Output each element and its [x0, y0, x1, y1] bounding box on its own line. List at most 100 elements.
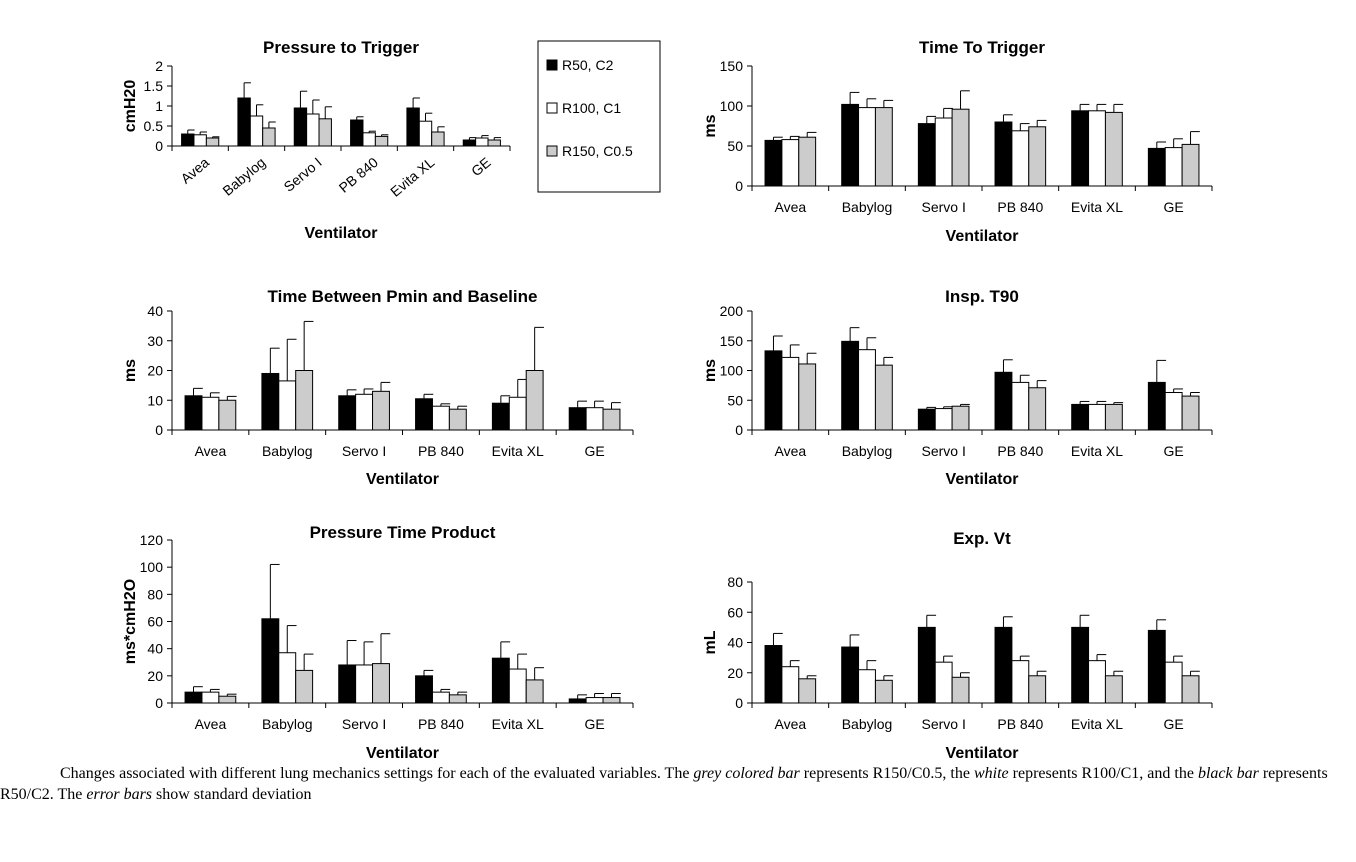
- bar: [448, 694, 467, 704]
- bar: [1181, 675, 1200, 704]
- x-tick-label: Servo I: [342, 716, 386, 732]
- x-tick-label: Babylog: [262, 716, 313, 732]
- y-tick-label: 0: [735, 422, 743, 438]
- bar: [1164, 392, 1183, 431]
- y-tick-label: 1.5: [144, 78, 164, 94]
- bar: [874, 107, 893, 187]
- chart-panel: Pressure Time Product 0 20 40 60 80 100 120 Avea…: [122, 523, 634, 760]
- bar: [201, 691, 220, 704]
- bar: [858, 107, 876, 187]
- bar: [798, 363, 817, 431]
- bar: [1104, 675, 1123, 704]
- y-tick-label: 20: [147, 363, 163, 379]
- y-tick-label: 120: [140, 532, 164, 548]
- bar: [406, 107, 420, 147]
- bar: [1028, 126, 1047, 187]
- bar: [951, 676, 970, 704]
- x-tick-label: Babylog: [262, 443, 313, 459]
- bar: [237, 97, 251, 147]
- y-tick-label: 20: [147, 668, 163, 684]
- y-tick-label: 50: [727, 138, 743, 154]
- bar: [1104, 111, 1123, 187]
- y-tick-label: 50: [727, 392, 743, 408]
- x-tick-label: GE: [584, 443, 604, 459]
- y-tick-label: 150: [720, 58, 744, 74]
- y-tick-label: 60: [727, 604, 743, 620]
- caption-emphasis: error bars: [86, 786, 153, 803]
- bar: [568, 698, 587, 704]
- bar: [1104, 403, 1123, 431]
- chart-panel: Pressure to Trigger 0 0.5 1 1.5 2 Avea Babylog S…: [122, 38, 661, 242]
- bar: [917, 408, 936, 431]
- x-tick-label: PB 840: [997, 716, 1043, 732]
- x-tick-label: GE: [1164, 716, 1184, 732]
- bar: [841, 340, 860, 431]
- x-tick-label: Servo I: [921, 716, 965, 732]
- bar: [1088, 660, 1106, 704]
- bar: [1028, 675, 1047, 704]
- bar: [1088, 403, 1106, 431]
- bar: [994, 371, 1013, 431]
- x-axis-label: Ventilator: [946, 471, 1019, 488]
- x-tick-label: Evita XL: [1071, 716, 1123, 732]
- x-tick-label: Evita XL: [1071, 443, 1123, 459]
- chart-title: Pressure Time Product: [310, 523, 496, 542]
- bar: [218, 399, 237, 431]
- bar: [508, 396, 527, 431]
- bar: [306, 113, 320, 147]
- y-axis-label: cmH20: [122, 80, 139, 133]
- legend: R50, C2 R100, C1 R150, C0.5: [537, 40, 661, 193]
- bar: [261, 618, 280, 704]
- bar: [418, 120, 433, 147]
- bar: [318, 118, 332, 147]
- bar: [508, 668, 527, 704]
- bar: [491, 402, 510, 431]
- bar: [184, 691, 203, 704]
- bar: [525, 370, 544, 431]
- bar: [994, 626, 1013, 704]
- x-tick-label: Babylog: [219, 154, 268, 199]
- bar: [798, 136, 817, 187]
- bar: [1011, 660, 1030, 704]
- y-tick-label: 40: [147, 641, 163, 657]
- y-tick-label: 0: [735, 178, 743, 194]
- chart-panel: Time To Trigger 0 50 100 150 Avea Babylog Servo…: [702, 38, 1213, 245]
- y-tick-label: 40: [727, 635, 743, 651]
- bar: [764, 350, 783, 431]
- caption-text: represents R100/C1, and the: [1008, 765, 1198, 782]
- bar: [602, 408, 621, 431]
- bar: [602, 697, 621, 704]
- x-tick-label: Avea: [774, 443, 806, 459]
- bar: [431, 405, 450, 431]
- bar: [374, 135, 389, 147]
- caption-emphasis: white: [973, 765, 1009, 782]
- bar: [448, 408, 467, 431]
- y-tick-label: 20: [727, 665, 743, 681]
- bar: [858, 349, 876, 431]
- bar: [1181, 395, 1200, 431]
- legend-box: [537, 40, 661, 193]
- bar: [1181, 143, 1200, 187]
- y-tick-label: 100: [720, 98, 744, 114]
- bar: [415, 398, 433, 431]
- bar: [278, 652, 297, 704]
- y-tick-label: 0: [155, 422, 163, 438]
- y-tick-label: 100: [720, 363, 744, 379]
- chart-panel: Insp. T90 0 50 100 150 200 Avea Babylog Servo I P…: [702, 287, 1213, 488]
- bar: [362, 132, 376, 147]
- bar: [415, 675, 433, 704]
- y-tick-label: 0: [735, 695, 743, 711]
- bar: [934, 408, 953, 431]
- x-tick-label: GE: [468, 154, 494, 179]
- chart-title: Time To Trigger: [919, 38, 1045, 57]
- x-tick-label: PB 840: [997, 199, 1043, 215]
- x-tick-label: Avea: [195, 443, 227, 459]
- x-tick-label: Avea: [195, 716, 227, 732]
- bar: [350, 119, 364, 147]
- bar: [491, 657, 510, 704]
- bar: [525, 679, 544, 704]
- y-tick-label: 150: [720, 333, 744, 349]
- x-tick-label: Evita XL: [387, 154, 437, 200]
- bar: [858, 669, 876, 704]
